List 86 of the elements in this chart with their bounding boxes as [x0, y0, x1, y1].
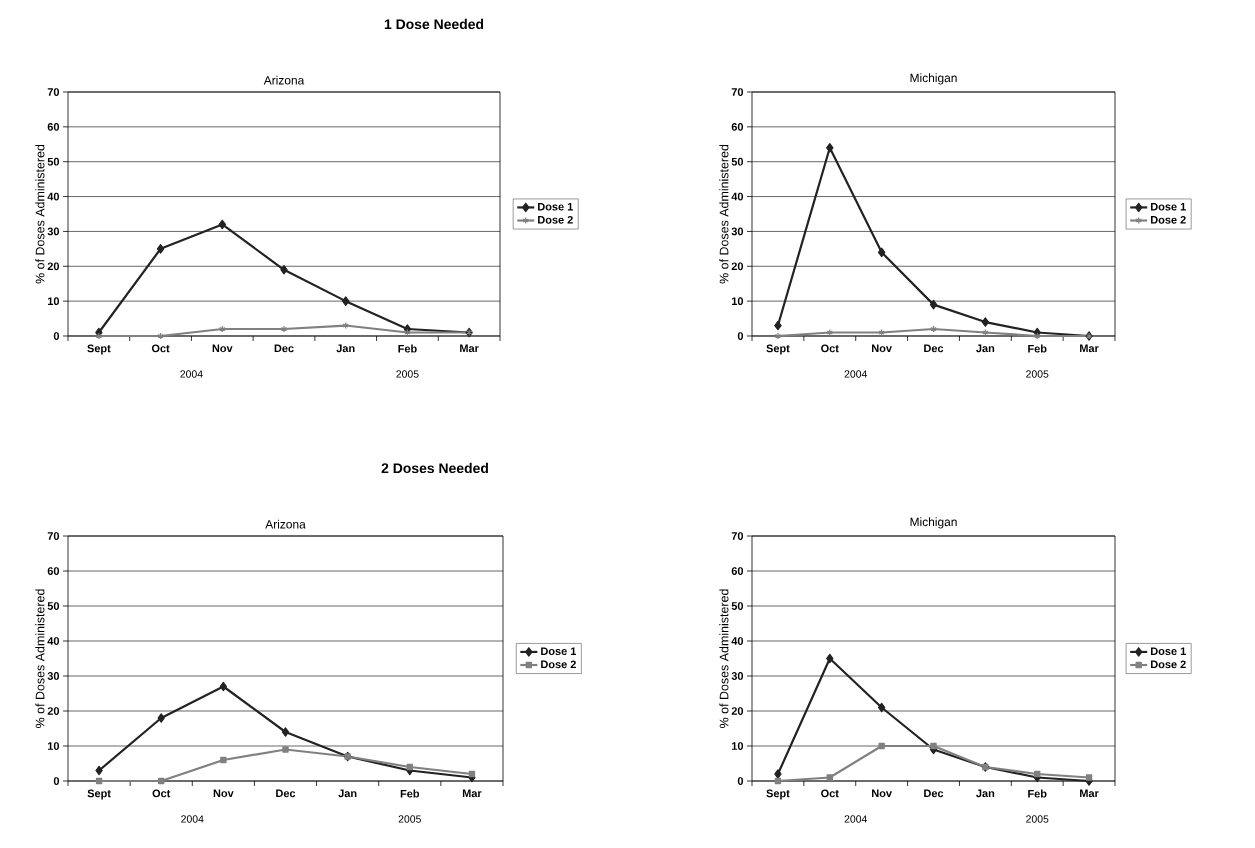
y-tick-label: 70 — [47, 88, 60, 96]
x-tick-label: Feb — [1028, 789, 1047, 798]
legend-label: Dose 1 — [538, 202, 573, 211]
x-tick-label: Oct — [821, 789, 839, 798]
x-tick-label: Sept — [87, 344, 111, 355]
x-tick-label: Dec — [924, 344, 944, 353]
text: 2005 — [1026, 370, 1049, 378]
x-tick-label: Jan — [338, 789, 357, 798]
y-tick-label: 50 — [731, 602, 744, 610]
y-tick-label: 70 — [731, 88, 744, 96]
text: 2004 — [181, 815, 204, 823]
text: 2004 — [844, 370, 868, 378]
x-tick-label: Mar — [1080, 789, 1099, 798]
text: 2005 — [396, 370, 419, 378]
x-tick-label: Oct — [821, 344, 839, 353]
y-tick-label: 30 — [731, 672, 744, 680]
chart-subtitle: 2 Doses Needed — [381, 462, 488, 474]
y-axis-title: % of Doses Administered — [35, 589, 45, 728]
x-tick-label: Sept — [766, 789, 790, 800]
x-tick-label: Nov — [213, 789, 234, 798]
y-tick-label: 0 — [53, 332, 60, 340]
x-tick-label: Sept — [766, 344, 790, 355]
y-tick-label: 40 — [731, 192, 744, 201]
text: 2004 — [180, 370, 203, 378]
y-axis-title: % of Doses Administered — [35, 144, 45, 284]
x-tick-label: Oct — [151, 344, 170, 353]
legend-label: Dose 1 — [541, 647, 577, 656]
y-tick-label: 40 — [47, 637, 60, 645]
y-tick-label: 60 — [731, 122, 744, 131]
y-tick-label: 30 — [47, 227, 60, 236]
x-tick-label: Feb — [398, 344, 417, 353]
y-tick-label: 60 — [47, 122, 60, 131]
y-tick-label: 0 — [737, 332, 744, 340]
y-tick-label: 70 — [731, 532, 744, 540]
x-tick-label: Jan — [336, 344, 355, 353]
x-tick-label: Dec — [274, 344, 294, 353]
x-tick-label: Jan — [976, 789, 995, 798]
y-tick-label: 60 — [731, 567, 744, 575]
x-tick-label: Dec — [924, 789, 944, 798]
y-tick-label: 50 — [47, 157, 60, 166]
y-axis-title: % of Doses Administered — [719, 589, 729, 728]
x-tick-label: Nov — [872, 344, 892, 353]
legend-label: Dose 2 — [1151, 660, 1186, 669]
x-tick-label: Feb — [1028, 344, 1047, 353]
y-tick-label: 20 — [731, 262, 744, 271]
x-tick-label: Mar — [462, 789, 482, 798]
y-tick-label: 40 — [731, 637, 744, 645]
legend-label: Dose 1 — [1151, 647, 1186, 656]
y-tick-label: 10 — [47, 297, 60, 306]
chart-title: Arizona — [263, 75, 305, 85]
y-tick-label: 60 — [47, 567, 60, 575]
y-tick-label: 30 — [731, 227, 744, 236]
y-tick-label: 20 — [47, 707, 60, 715]
x-tick-label: Oct — [152, 789, 171, 798]
text: 2004 — [844, 815, 868, 823]
chart-title: Arizona — [265, 519, 306, 529]
y-tick-label: 10 — [731, 742, 744, 750]
y-tick-label: 0 — [53, 777, 60, 785]
y-tick-label: 50 — [47, 602, 60, 610]
x-tick-label: Mar — [460, 344, 479, 353]
legend-label: Dose 2 — [541, 660, 576, 669]
y-tick-label: 20 — [47, 262, 60, 271]
x-tick-label: Dec — [276, 789, 296, 798]
y-tick-label: 10 — [731, 297, 744, 306]
chart-title: Michigan — [910, 73, 957, 85]
legend-label: Dose 2 — [1151, 215, 1186, 224]
x-tick-label: Mar — [1080, 344, 1099, 353]
x-tick-label: Sept — [87, 789, 111, 800]
y-tick-label: 40 — [47, 192, 60, 201]
y-tick-label: 10 — [47, 742, 60, 750]
x-tick-label: Jan — [976, 344, 995, 353]
y-tick-label: 0 — [737, 777, 744, 785]
x-tick-label: Nov — [872, 789, 892, 798]
y-axis-title: % of Doses Administered — [719, 144, 729, 284]
y-tick-label: 30 — [47, 672, 60, 680]
legend-label: Dose 2 — [538, 215, 573, 224]
x-tick-label: Feb — [400, 789, 420, 798]
text: 2005 — [398, 815, 421, 823]
y-tick-label: 50 — [731, 157, 744, 166]
y-tick-label: 70 — [47, 532, 60, 540]
chart-subtitle: 1 Dose Needed — [384, 18, 484, 30]
y-tick-label: 20 — [731, 707, 744, 715]
legend-label: Dose 1 — [1151, 202, 1186, 211]
text: 2005 — [1026, 815, 1049, 823]
x-tick-label: Nov — [212, 344, 233, 353]
chart-title: Michigan — [910, 517, 957, 529]
